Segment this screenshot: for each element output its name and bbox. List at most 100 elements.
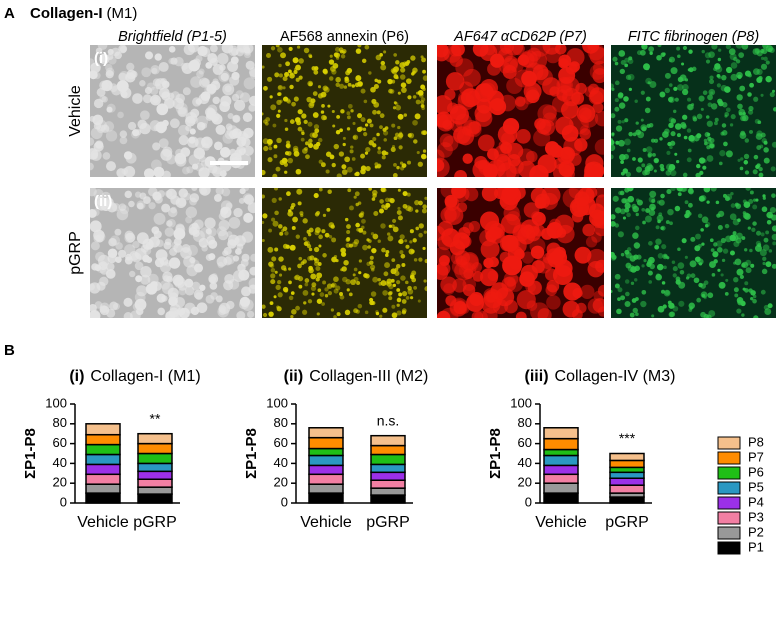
cell [641,207,646,212]
cell [527,280,542,295]
cell [615,140,620,145]
cell [128,200,135,208]
cell [744,248,748,252]
cell [342,136,346,140]
cell [403,113,408,117]
cell [738,111,743,116]
cell [620,295,626,301]
cell [654,158,659,163]
cell [362,127,367,132]
cell [355,48,362,54]
cell [544,141,560,156]
cell [620,60,626,66]
cell [368,188,372,191]
legend-swatch [717,496,741,510]
cell [642,220,646,225]
cell [614,80,620,86]
cell [703,296,707,300]
cell [280,52,286,59]
cell [361,218,366,224]
micrograph [611,188,776,318]
cell [615,125,623,132]
cell [243,127,254,139]
cell [277,84,284,91]
cell [716,73,721,78]
cell [684,200,689,205]
cell [449,105,470,125]
y-tick-label: 100 [510,395,532,410]
cell [303,47,310,54]
cell [405,205,412,212]
cell [142,254,150,263]
cell [95,140,104,149]
cell [183,255,195,268]
cell [397,206,401,210]
cell [611,251,615,258]
cell [624,279,630,284]
cell [227,239,237,249]
chart-title: (i) Collagen-I (M1) [69,368,200,385]
cell [339,291,343,296]
cell [763,140,768,145]
cell [422,75,427,81]
cell [624,138,631,146]
cell [380,223,386,229]
cell [307,121,313,127]
cell [356,280,361,285]
cell [90,220,102,233]
cell [655,273,662,281]
cell [642,147,647,152]
cell [91,208,100,217]
cell [192,97,202,107]
cell [273,144,278,149]
cell [106,106,113,113]
cell [283,162,288,167]
cell [288,46,293,51]
cell [381,204,386,209]
cell [111,85,122,96]
cell [625,291,630,297]
cell [670,67,678,75]
cell [372,276,379,283]
cell [757,120,762,125]
cell [198,167,210,177]
bar-segment [85,473,121,485]
cell [745,188,751,191]
cell [396,165,400,170]
cell [369,255,374,260]
cell [412,238,417,243]
micrograph [90,188,255,318]
cell [134,129,142,136]
cell [620,160,625,165]
cell [711,45,718,50]
cell [682,84,689,91]
cell [314,128,320,134]
cell [222,133,234,144]
cell [549,218,561,231]
cell [167,207,178,218]
cell [635,198,640,203]
cell [322,68,328,74]
cell [139,192,147,200]
cell [290,315,294,318]
cell [514,96,526,107]
cell [396,210,402,216]
cell [276,137,282,144]
cell [155,83,162,90]
bar-segment [137,432,173,445]
cell [103,121,115,132]
title-suffix: (M1) [107,5,138,22]
cell [677,192,682,197]
cell [753,315,759,318]
cell [423,279,427,283]
cell [700,107,704,111]
cell [662,131,669,138]
cell [421,57,426,63]
cell [641,163,646,168]
cell [390,147,396,153]
cell [277,47,283,53]
cell [514,248,525,260]
cell [284,71,290,78]
cell [588,90,604,105]
cell [736,71,743,79]
